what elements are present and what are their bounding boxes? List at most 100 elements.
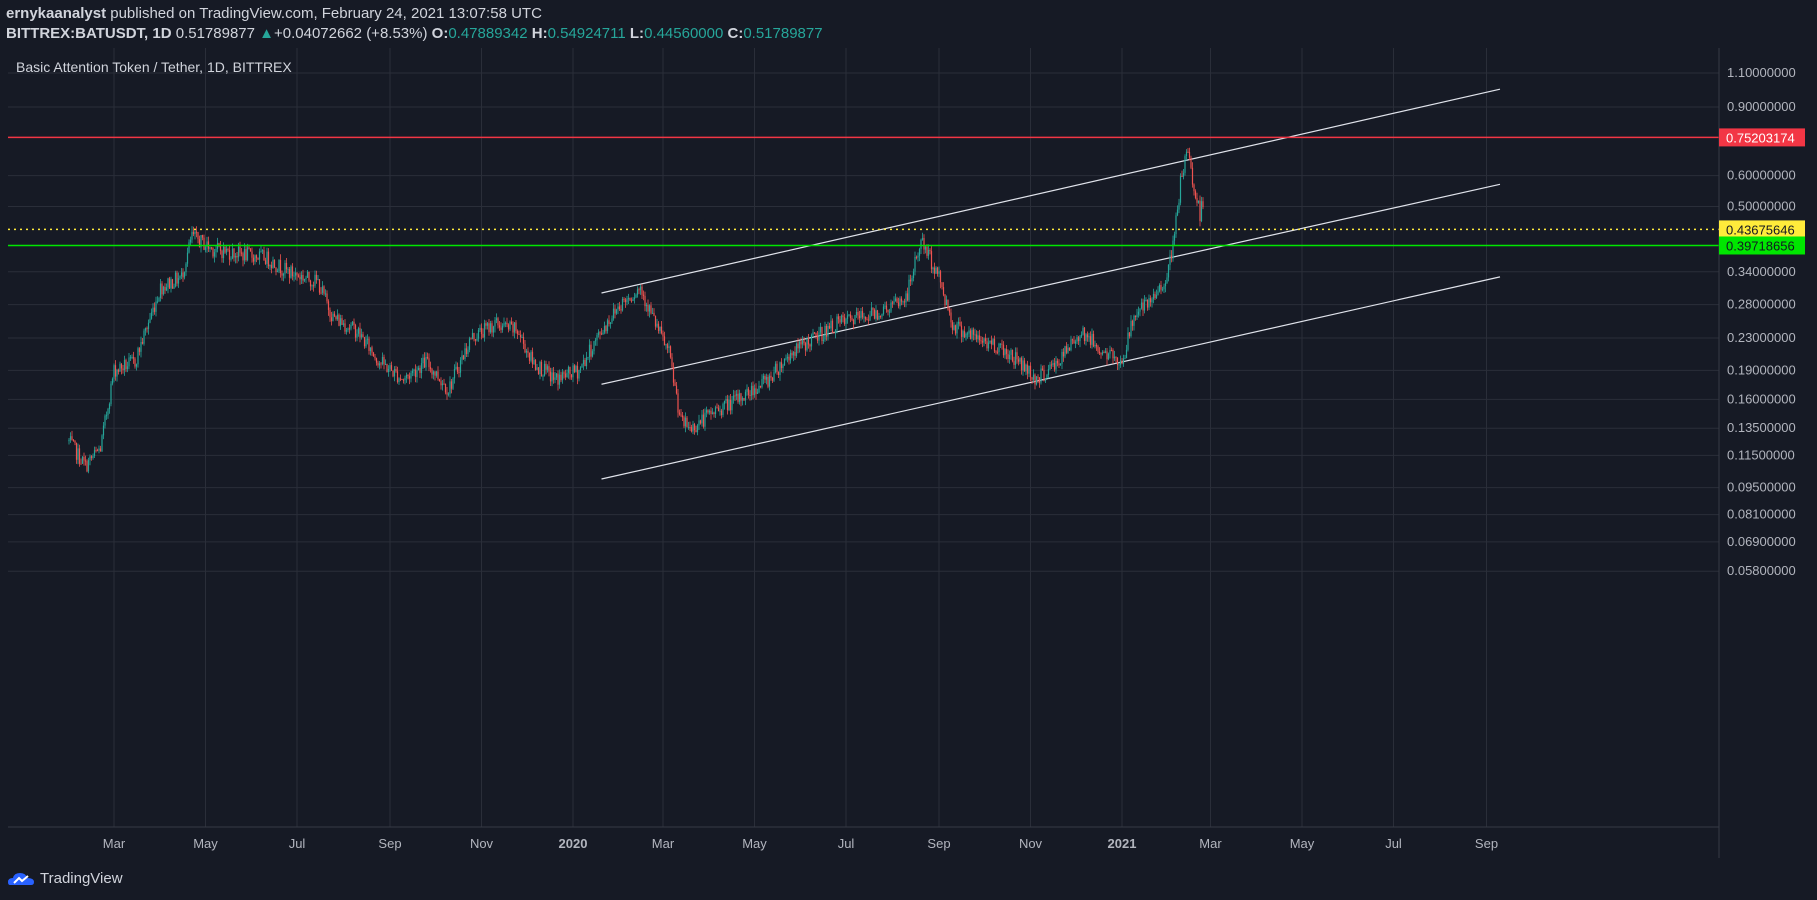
candle-body xyxy=(669,346,672,358)
candle-body xyxy=(629,298,631,301)
candle-body xyxy=(843,317,846,324)
candle-body xyxy=(1098,351,1101,354)
candle-body xyxy=(116,369,118,377)
candle-body xyxy=(1020,358,1023,371)
candle-body xyxy=(813,332,816,334)
candle-body xyxy=(1202,201,1204,208)
candle-body xyxy=(303,278,306,281)
candle-body xyxy=(315,274,318,280)
candle-body xyxy=(750,385,753,396)
symbol-label[interactable]: BITTREX:BATUSDT, 1D xyxy=(6,25,172,42)
candle-body xyxy=(567,366,570,373)
candle-body xyxy=(165,287,168,291)
candle-body xyxy=(309,280,312,287)
candle-body xyxy=(357,328,360,334)
candle-body xyxy=(1002,344,1005,356)
candle-body xyxy=(380,363,382,365)
candle-body xyxy=(261,250,264,252)
candle-body xyxy=(225,248,228,253)
price-chart[interactable]: 1.10000000 0.90000000 0.60000000 0.50000000… xyxy=(8,48,1817,858)
candle-body xyxy=(284,262,286,274)
candle-body xyxy=(924,246,927,250)
candle-body xyxy=(324,293,327,295)
x-tick-label: Mar xyxy=(652,836,675,851)
candle-body xyxy=(702,414,705,427)
candle-body xyxy=(215,248,217,253)
candle-body xyxy=(986,341,988,349)
candle-body xyxy=(561,372,564,381)
candle-body xyxy=(305,277,307,279)
candle-body xyxy=(654,315,657,327)
candle-body xyxy=(345,330,348,332)
candle-body xyxy=(1131,320,1134,326)
candle-body xyxy=(494,320,496,327)
candle-body xyxy=(584,359,586,367)
candle-body xyxy=(219,246,222,251)
candle-body xyxy=(1089,336,1092,345)
candle-body xyxy=(1175,215,1177,235)
candle-body xyxy=(999,343,1002,345)
candle-body xyxy=(746,388,748,392)
price-level-value: 0.43675646 xyxy=(1726,222,1795,237)
candle-body xyxy=(572,365,574,378)
candle-body xyxy=(758,385,760,393)
candle-body xyxy=(1137,311,1140,315)
candle-body xyxy=(782,365,784,369)
candle-body xyxy=(531,351,534,365)
candle-body xyxy=(428,358,430,368)
candle-body xyxy=(633,297,636,300)
candle-body xyxy=(951,322,954,330)
candle-body xyxy=(996,351,999,353)
y-tick-label: 1.10000000 xyxy=(1727,65,1796,80)
candle-body xyxy=(887,309,889,312)
candle-body xyxy=(869,315,871,321)
candle-body xyxy=(573,365,576,372)
y-tick-label: 0.60000000 xyxy=(1727,168,1796,183)
candle-body xyxy=(1143,299,1146,311)
candle-body xyxy=(222,246,225,259)
candle-body xyxy=(1152,293,1155,300)
candle-body xyxy=(1086,334,1089,338)
candle-body xyxy=(290,266,292,278)
candle-body xyxy=(1058,363,1060,366)
candle-body xyxy=(204,247,207,250)
candle-body xyxy=(266,251,268,264)
x-tick-label: Mar xyxy=(103,836,126,851)
candle-body xyxy=(317,279,319,281)
candle-body xyxy=(240,252,243,254)
candle-body xyxy=(923,237,925,250)
author-name[interactable]: ernykaanalyst xyxy=(6,5,107,22)
candle-body xyxy=(648,305,651,312)
candle-body xyxy=(314,274,316,286)
candle-body xyxy=(725,398,727,401)
price-level-tag xyxy=(1719,220,1805,239)
candle-body xyxy=(92,455,94,458)
price-level-tag xyxy=(1719,236,1805,255)
candle-body xyxy=(308,271,310,281)
candle-body xyxy=(683,417,685,427)
y-tick-label: 0.08100000 xyxy=(1727,507,1796,522)
candle-body xyxy=(359,328,361,338)
candle-body xyxy=(1130,320,1132,337)
candle-body xyxy=(699,420,702,424)
tradingview-logo[interactable]: TradingView xyxy=(8,870,123,887)
candle-body xyxy=(254,255,256,262)
candle-body xyxy=(158,298,160,302)
candle-body xyxy=(785,358,787,360)
ohlc-legend: BITTREX:BATUSDT, 1D 0.51789877 ▲+0.04072… xyxy=(6,23,823,44)
candle-body xyxy=(680,414,682,416)
candle-body xyxy=(963,331,966,338)
candle-body xyxy=(807,338,810,345)
candle-body xyxy=(429,367,432,369)
time-axis[interactable]: Mar May Jul Sep Nov 2020 Mar May Jul Sep Nov 2021 Ma… xyxy=(103,836,1498,851)
candle-body xyxy=(971,329,973,339)
price-axis[interactable]: 1.10000000 0.90000000 0.60000000 0.50000000… xyxy=(1727,65,1796,578)
candle-body xyxy=(830,320,832,329)
open-label: O: xyxy=(431,25,449,42)
candle-body xyxy=(878,315,880,320)
candle-body xyxy=(848,314,850,316)
candle-body xyxy=(594,340,597,342)
last-price: 0.51789877 xyxy=(175,25,255,42)
price-change: +0.04072662 (+8.53%) xyxy=(274,25,428,42)
candle-body xyxy=(77,448,79,460)
